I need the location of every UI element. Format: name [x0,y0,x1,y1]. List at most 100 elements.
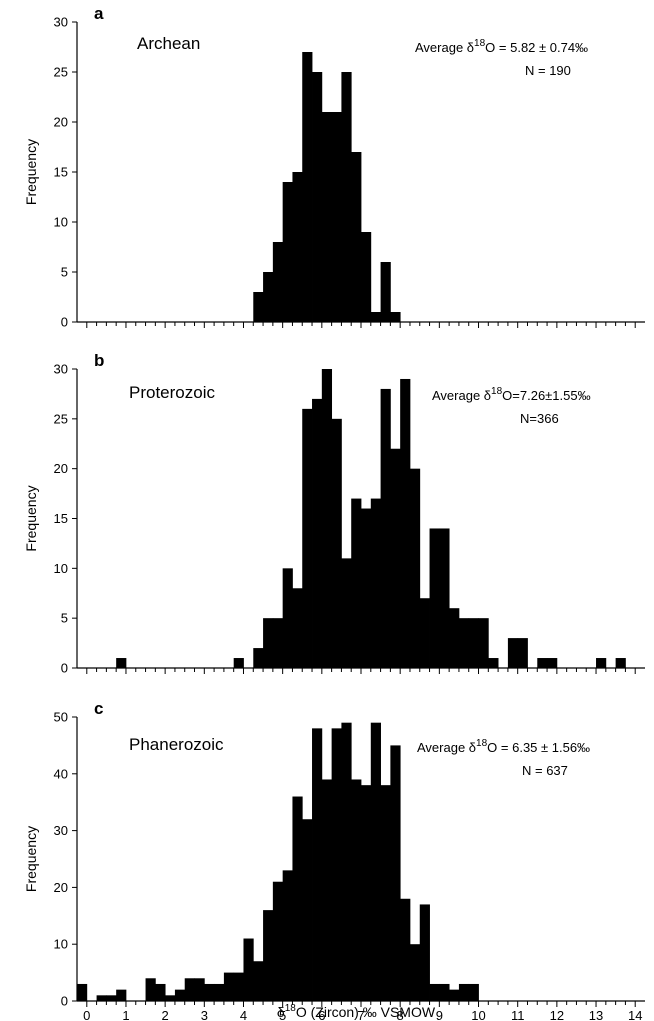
bar-a-1 [263,272,274,322]
bar-c-28 [380,785,391,1001]
bar-a-11 [361,232,372,322]
y-tick-label: 5 [61,611,68,626]
bar-c-0 [77,983,88,1001]
y-tick-label: 25 [54,411,68,426]
average-stat: Average δ18O = 5.82 ± 0.74‰ [415,38,588,55]
bars [77,722,479,1001]
bar-c-15 [253,961,264,1001]
bar-c-29 [390,745,401,1001]
bar-b-12 [351,498,362,668]
bar-c-3 [116,989,127,1001]
bar-a-2 [272,242,284,322]
bar-c-32 [419,904,430,1001]
bar-b-16 [390,448,401,668]
x-tick-label: 8 [397,1008,404,1021]
bar-c-11 [214,983,225,1001]
x-tick-label: 2 [162,1008,169,1021]
x-tick-label: 13 [589,1008,603,1021]
bar-b-8 [312,398,323,668]
x-tick-label: 1 [122,1008,129,1021]
bar-b-0 [116,658,127,668]
y-tick-label: 20 [54,880,68,895]
bar-c-9 [194,978,205,1001]
bar-b-7 [302,408,313,668]
bar-b-21 [439,528,450,668]
bar-b-13 [361,508,372,668]
y-tick-label: 0 [61,315,68,330]
bar-c-22 [321,779,333,1001]
era-label: Phanerozoic [129,735,224,754]
x-tick-label: 5 [279,1008,286,1021]
bar-a-7 [321,112,333,322]
bar-c-34 [439,983,450,1001]
bar-c-21 [312,728,323,1001]
bar-c-31 [409,944,421,1001]
bar-b-18 [409,468,421,668]
x-axis-title: δ18O (Zircon) ‰ VSMOW [277,1003,436,1020]
bar-b-28 [517,638,528,668]
bar-c-25 [351,779,362,1001]
bar-c-14 [243,938,254,1001]
x-tick-label: 10 [471,1008,485,1021]
y-tick-label: 30 [54,15,68,30]
bar-c-12 [223,972,235,1001]
bar-c-10 [204,983,215,1001]
bar-c-18 [282,870,293,1001]
bar-b-10 [331,418,342,668]
bar-b-27 [507,638,519,668]
y-tick-label: 10 [54,215,68,230]
bar-c-37 [468,983,479,1001]
bar-a-4 [292,172,303,322]
bar-b-25 [478,618,489,668]
bar-b-32 [615,658,626,668]
x-tick-label: 6 [318,1008,325,1021]
y-tick-label: 15 [54,511,68,526]
era-label: Proterozoic [129,383,215,402]
x-tick-label: 4 [240,1008,247,1021]
y-tick-label: 10 [54,937,68,952]
bar-b-5 [282,568,293,668]
bar-c-8 [184,978,195,1001]
bar-b-22 [449,608,460,668]
bar-a-14 [390,312,401,322]
panel-letter: a [94,4,104,23]
bar-b-19 [419,598,430,668]
bar-b-20 [429,528,440,668]
bar-c-16 [263,910,274,1001]
bar-b-17 [400,378,411,668]
bar-c-33 [429,983,440,1001]
y-axis-title: Frequency [23,485,39,551]
y-axis-title: Frequency [23,139,39,205]
x-tick-label: 0 [83,1008,90,1021]
y-axis-title: Frequency [23,826,39,892]
y-tick-label: 5 [61,265,68,280]
bar-b-29 [537,658,548,668]
era-label: Archean [137,34,200,53]
average-stat: Average δ18O = 6.35 ± 1.56‰ [417,738,590,755]
bar-c-5 [155,983,166,1001]
bar-c-23 [331,728,342,1001]
bar-c-24 [341,722,352,1001]
bar-c-35 [449,989,460,1001]
bar-b-3 [263,618,274,668]
sample-count: N=366 [520,411,559,426]
bar-c-6 [165,995,176,1001]
panel-a: 0 5 10 15 20 25 30 Frequency a Archean Average δ18… [23,4,645,330]
x-tick-label: 14 [628,1008,642,1021]
bar-b-24 [468,618,479,668]
bar-a-12 [370,312,381,322]
panel-b: 0 5 10 15 20 25 30 Frequency b Proterozoic Average… [23,351,645,676]
y-tick-label: 30 [54,362,68,377]
bar-a-13 [380,262,391,322]
bar-c-36 [458,983,470,1001]
y-tick-label: 0 [61,994,68,1009]
bar-c-17 [272,881,284,1001]
y-tick-label: 25 [54,65,68,80]
panel-letter: b [94,351,104,370]
bar-b-26 [488,658,499,668]
bar-a-0 [253,292,264,322]
bars [253,52,401,322]
bar-b-31 [596,658,607,668]
y-tick-label: 30 [54,823,68,838]
